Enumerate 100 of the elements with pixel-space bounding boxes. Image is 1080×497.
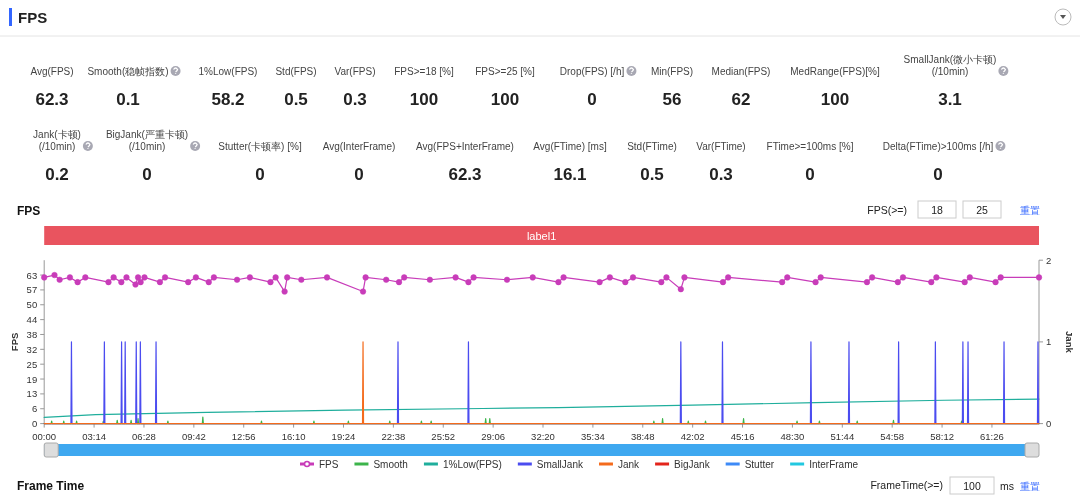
data-label: 0 (933, 165, 943, 184)
category-label: Var(FPS) (334, 66, 376, 77)
category-label: Drop(FPS) [/h] (559, 66, 625, 77)
data-label: 0 (142, 165, 152, 184)
x-tick-label: 32:20 (531, 430, 555, 442)
y2-tick-label: 2 (1046, 254, 1052, 266)
category-label: Jank(卡顿) (/10min) (33, 129, 81, 152)
legend-label: Smooth (373, 459, 408, 470)
data-label: 0.3 (709, 165, 733, 184)
category-label: Median(FPS) (711, 66, 771, 77)
text: 100 (963, 480, 981, 492)
data-label: 16.1 (553, 165, 587, 184)
text: FrameTime(>=) (870, 479, 943, 491)
x-tick-label: 25:52 (431, 430, 456, 442)
text: 重置 (1020, 481, 1040, 492)
text: 18 (931, 204, 943, 216)
legend-label: InterFrame (809, 459, 859, 470)
text: 25 (976, 204, 988, 216)
y-tick-label: 25 (26, 358, 38, 370)
data-label: 0.2 (45, 165, 69, 184)
data-label: 56 (662, 90, 682, 109)
legend-label: Jank (617, 459, 641, 470)
x-tick-label: 03:14 (82, 430, 106, 442)
y-tick-label: 6 (31, 403, 38, 415)
text: 重置 (1020, 205, 1040, 216)
data-label: 100 (409, 90, 439, 109)
y2-axis-title: Jank (1064, 331, 1075, 354)
category-label: Min(FPS) (650, 66, 694, 77)
y-tick-label: 44 (26, 314, 38, 326)
data-label: 100 (490, 90, 520, 109)
text: Frame Time (17, 479, 85, 493)
x-tick-label: 45:16 (730, 430, 755, 442)
y-tick-label: 63 (26, 269, 38, 281)
text: label1 (526, 229, 557, 242)
data-label: 0 (805, 165, 815, 184)
y-tick-label: 50 (26, 299, 38, 311)
legend-label: 1%Low(FPS) (442, 459, 502, 470)
data-label: 0 (255, 165, 265, 184)
y2-tick-label: 0 (1046, 418, 1052, 430)
category-label: Smooth(稳帧指数) (87, 66, 169, 77)
category-label: FPS>=18 [%] (394, 66, 454, 77)
x-tick-label: 58:12 (930, 430, 954, 442)
category-label: BigJank(严重卡顿) (/10min) (105, 129, 189, 152)
x-tick-label: 06:28 (132, 430, 156, 442)
x-tick-label: 51:44 (830, 430, 855, 442)
category-label: SmallJank(微小卡顿) (/10min) (903, 54, 997, 77)
text: ms (1000, 480, 1014, 492)
category-label: Avg(FTime) [ms] (533, 141, 607, 152)
x-tick-label: 38:48 (630, 430, 655, 442)
data-label: 0.5 (284, 90, 308, 109)
category-label: Stutter(卡顿率) [%] (218, 141, 302, 152)
x-tick-label: 09:42 (181, 430, 206, 442)
x-tick-label: 42:02 (680, 430, 705, 442)
category-label: 1%Low(FPS) (198, 66, 258, 77)
category-label: FTime>=100ms [%] (766, 141, 854, 152)
x-tick-label: 12:56 (231, 430, 256, 442)
data-label: 0.3 (343, 90, 367, 109)
y-axis-title: FPS (9, 332, 20, 352)
data-label: 0 (587, 90, 597, 109)
y-tick-label: 57 (26, 284, 38, 296)
x-tick-label: 48:30 (780, 430, 805, 442)
x-tick-label: 16:10 (281, 430, 306, 442)
text: FPS(>=) (867, 204, 907, 216)
y2-tick-label: 1 (1046, 336, 1052, 348)
x-tick-label: 54:58 (880, 430, 905, 442)
legend-label: BigJank (674, 459, 711, 470)
category-label: Std(FTime) (627, 141, 677, 152)
data-label: 62.3 (35, 90, 69, 109)
category-label: Avg(FPS+InterFrame) (416, 141, 514, 152)
legend-label: SmallJank (536, 459, 584, 470)
x-tick-label: 61:26 (980, 430, 1004, 442)
x-tick-label: 35:34 (581, 430, 605, 442)
legend-label: FPS (319, 459, 339, 470)
category-label: Delta(FTime)>100ms [/h] (882, 141, 994, 152)
y-tick-label: 32 (26, 343, 38, 355)
category-label: Std(FPS) (275, 66, 317, 77)
y-tick-label: 19 (26, 373, 38, 385)
data-label: 58.2 (211, 90, 245, 109)
y-tick-label: 13 (26, 388, 38, 400)
x-tick-label: 19:24 (331, 430, 356, 442)
text: FPS (18, 9, 48, 26)
data-label: 62.3 (448, 165, 482, 184)
y-tick-label: 38 (26, 328, 38, 340)
category-label: MedRange(FPS)[%] (790, 66, 880, 77)
x-tick-label: 29:06 (481, 430, 506, 442)
category-label: Avg(InterFrame) (322, 141, 396, 152)
y-tick-label: 0 (31, 418, 38, 430)
chart-title: FPS (17, 204, 41, 218)
data-label: 0.5 (640, 165, 664, 184)
x-tick-label: 00:00 (32, 430, 57, 442)
data-label: 0 (354, 165, 364, 184)
data-label: 0.1 (116, 90, 140, 109)
category-label: FPS>=25 [%] (475, 66, 535, 77)
x-tick-label: 22:38 (381, 430, 406, 442)
data-label: 100 (820, 90, 850, 109)
legend-label: Stutter (744, 459, 775, 470)
data-label: 62 (731, 90, 751, 109)
category-label: Avg(FPS) (30, 66, 74, 77)
category-label: Var(FTime) (696, 141, 746, 152)
data-label: 3.1 (938, 90, 962, 109)
